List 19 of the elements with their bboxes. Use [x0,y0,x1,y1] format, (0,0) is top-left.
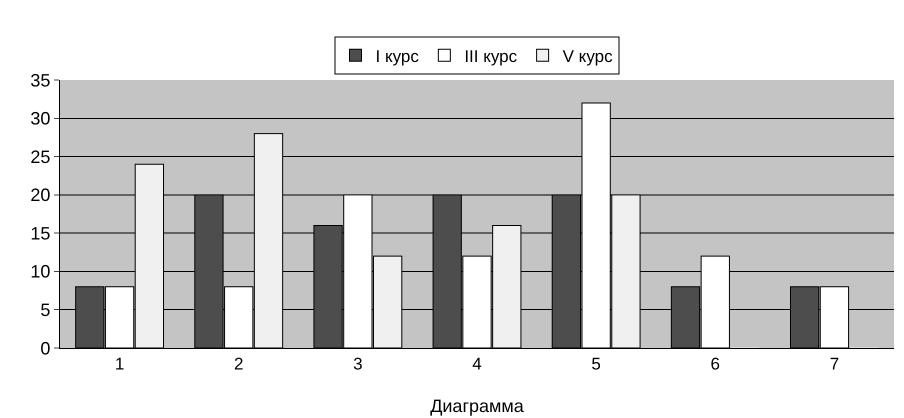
x-axis-title: Диаграмма [430,396,525,416]
y-tick-label: 5 [40,300,50,320]
x-tick-label: 2 [234,354,244,374]
y-tick-label: 20 [30,185,50,206]
x-tick-label: 4 [472,354,482,374]
y-tick-label: 15 [30,223,50,244]
x-tick-label: 7 [830,354,840,374]
legend-label: V курс [562,46,614,66]
y-tick-label: 25 [30,146,50,167]
legend-label: I курс [376,46,420,66]
y-tick-label: 30 [30,108,50,129]
y-tick-label: 0 [40,338,50,358]
y-tick-label: 10 [30,262,50,282]
x-tick-label: 1 [114,354,124,374]
y-tick-label: 35 [30,70,50,90]
legend-label: III курс [464,46,518,66]
x-tick-label: 5 [591,354,601,374]
x-tick-label: 6 [710,354,720,374]
x-tick-label: 3 [353,354,363,374]
